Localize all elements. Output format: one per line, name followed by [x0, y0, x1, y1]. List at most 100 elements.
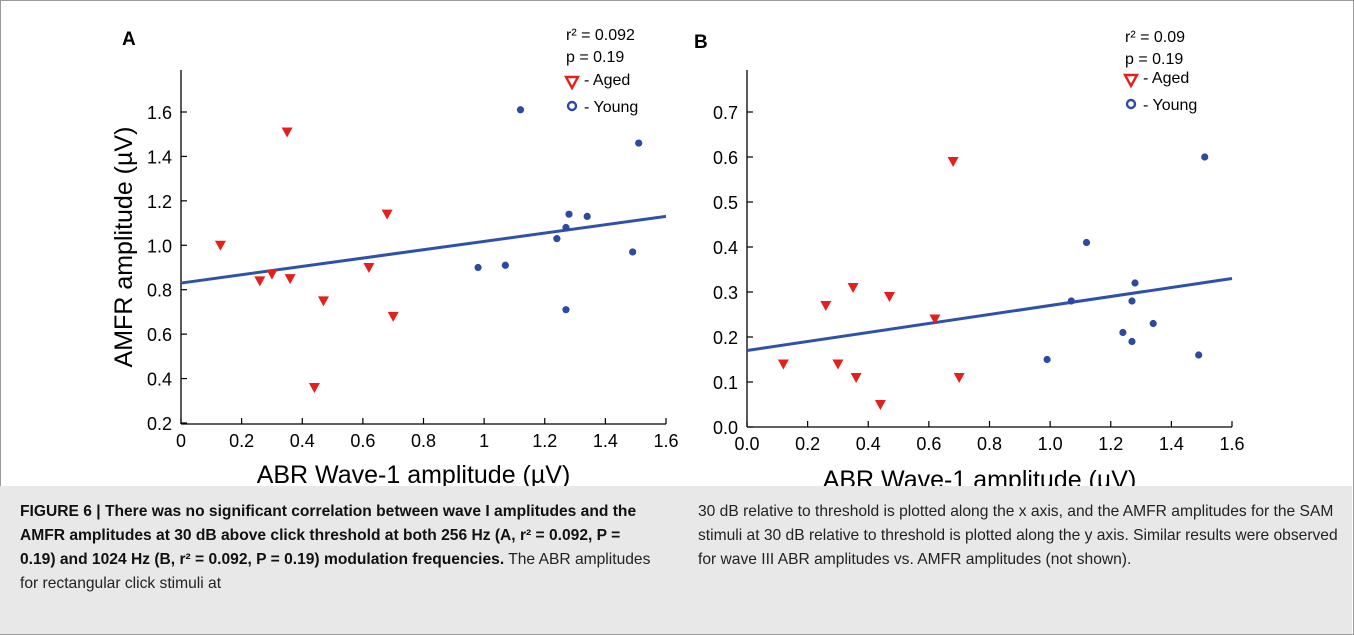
legend-young-marker: [566, 100, 578, 112]
data-point-young: [1082, 238, 1091, 247]
stat-p: p = 0.19: [566, 49, 624, 66]
stat-r2: r² = 0.09: [1125, 29, 1185, 46]
caption-right-column: 30 dB relative to threshold is plotted a…: [698, 500, 1338, 572]
y-tick-label: 1.2: [147, 192, 172, 212]
data-point-aged: [820, 301, 832, 311]
legend-aged-marker: [1122, 73, 1140, 89]
data-point-young: [629, 248, 637, 256]
data-point-aged: [929, 314, 941, 325]
stat-p: p = 0.19: [1125, 51, 1183, 68]
data-point-aged: [214, 240, 226, 251]
x-tick-label: 0: [176, 431, 186, 451]
y-tick-label: 0.2: [147, 414, 172, 434]
data-point-young: [474, 263, 482, 272]
x-tick-label: 0.0: [734, 434, 759, 454]
legend-aged-label: - Aged: [584, 72, 630, 89]
x-tick-label: 0.2: [795, 434, 820, 454]
x-axis-label: ABR Wave-1 amplitude (µV): [823, 466, 1137, 486]
caption-body-left: The ABR amplitudes for rectangular click…: [20, 551, 651, 592]
x-tick-label: 0.6: [350, 431, 375, 451]
x-tick-label: 1.2: [1098, 434, 1123, 454]
caption-label: FIGURE 6 | There was no significant corr…: [20, 503, 637, 568]
y-tick-label: 0.2: [713, 328, 738, 348]
x-axis-label: ABR Wave-1 amplitude (µV): [257, 461, 571, 486]
data-point-aged: [874, 400, 886, 410]
y-tick-label: 0.4: [713, 238, 738, 258]
x-tick-label: 1.6: [1219, 434, 1244, 454]
x-tick-label: 1.4: [593, 431, 618, 451]
data-point-aged: [308, 382, 320, 393]
data-point-aged: [847, 283, 859, 293]
x-tick-label: 1.2: [532, 431, 557, 451]
data-point-young: [1201, 153, 1209, 161]
x-tick-label: 1.6: [653, 431, 678, 451]
data-point-young: [501, 261, 509, 269]
data-point-young: [516, 106, 525, 114]
data-point-aged: [387, 311, 399, 322]
data-point-aged: [953, 373, 965, 383]
x-tick-label: 1.4: [1159, 434, 1184, 454]
caption-body-right: 30 dB relative to threshold is plotted a…: [698, 503, 1338, 568]
legend-aged-marker: [563, 75, 581, 91]
data-point-young: [1128, 297, 1136, 305]
y-tick-label: 0.8: [147, 281, 172, 301]
y-tick-label: 0.7: [713, 103, 738, 123]
data-point-young: [1131, 279, 1139, 287]
y-tick-label: 0.0: [713, 418, 738, 438]
figure-panels: 0 0.2 0.4 0.6 0.8 1 1.2 1.4 1.60.20.40.60.81.01.…: [110, 27, 1245, 486]
data-point-aged: [281, 127, 293, 138]
data-point-young: [1043, 355, 1051, 364]
y-tick-label: 0.5: [713, 193, 738, 213]
x-tick-label: 1.0: [1038, 434, 1063, 454]
x-tick-label: 0.8: [411, 431, 436, 451]
y-axis-label: AMFR amplitude (µV): [110, 127, 138, 368]
y-tick-label: 0.4: [147, 370, 172, 390]
data-point-aged: [381, 209, 393, 220]
y-tick-label: 0.1: [713, 373, 738, 393]
legend-young-label: - Young: [584, 99, 638, 116]
data-point-aged: [850, 373, 862, 383]
data-point-young: [1149, 319, 1157, 328]
x-tick-label: 0.6: [916, 434, 941, 454]
regression-line: [746, 277, 1233, 352]
data-point-aged: [266, 269, 278, 280]
data-point-young: [1119, 328, 1127, 337]
x-tick-label: 0.2: [229, 431, 254, 451]
legend-aged-label: - Aged: [1143, 70, 1189, 87]
data-point-young: [565, 210, 573, 218]
data-point-aged: [947, 157, 959, 167]
x-tick-label: 0.8: [977, 434, 1002, 454]
panel-letter: B: [694, 32, 708, 53]
caption-left-column: FIGURE 6 | There was no significant corr…: [20, 500, 660, 596]
y-tick-label: 0.6: [713, 148, 738, 168]
data-point-young: [553, 235, 561, 243]
y-tick-label: 0.6: [147, 325, 172, 345]
x-tick-label: 0.4: [856, 434, 881, 454]
data-point-young: [1067, 297, 1075, 305]
data-point-aged: [777, 359, 789, 370]
legend-young-marker: [1125, 98, 1137, 110]
data-point-young: [562, 306, 570, 314]
data-point-aged: [363, 263, 375, 273]
data-point-young: [635, 139, 643, 147]
data-point-young: [1195, 351, 1203, 359]
y-tick-label: 1.0: [147, 236, 172, 256]
data-point-young: [1128, 337, 1136, 346]
data-point-aged: [284, 274, 296, 285]
data-point-aged: [883, 292, 895, 302]
x-tick-label: 0.4: [290, 431, 315, 451]
caption-background: [0, 486, 1352, 634]
data-point-young: [583, 212, 591, 221]
legend-young-label: - Young: [1143, 97, 1197, 114]
data-point-young: [562, 223, 570, 232]
y-tick-label: 0.3: [713, 283, 738, 303]
data-point-aged: [254, 276, 266, 287]
x-tick-label: 1: [479, 431, 489, 451]
y-tick-label: 1.4: [147, 147, 172, 167]
regression-line: [180, 214, 667, 285]
y-tick-label: 1.6: [147, 103, 172, 123]
panel-letter: A: [122, 29, 136, 50]
data-point-aged: [832, 359, 844, 370]
data-point-aged: [317, 296, 329, 307]
stat-r2: r² = 0.092: [566, 27, 635, 44]
